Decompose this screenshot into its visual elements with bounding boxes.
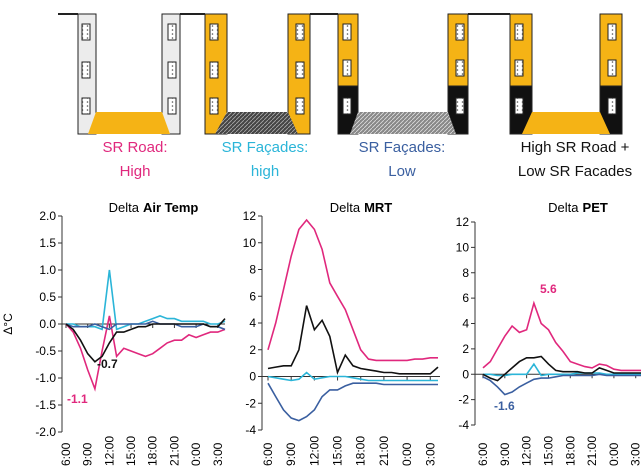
y-tick-label: 2	[249, 343, 256, 357]
title-prefix: Delta	[330, 200, 361, 215]
y-tick-label: -2	[245, 396, 256, 410]
x-tick-label: 6:00	[261, 442, 275, 466]
series-line	[483, 303, 641, 370]
title-emphasis: PET	[583, 200, 608, 215]
chart-title: Delta PET	[548, 200, 608, 215]
annotation: -1.6	[494, 399, 515, 413]
x-tick-label: 9:00	[284, 442, 298, 466]
x-tick-label: 6:00	[476, 442, 490, 466]
y-tick-label: 12	[243, 209, 257, 223]
y-tick-label: 2.0	[39, 209, 56, 223]
series-line	[268, 383, 438, 420]
annotation: -0.7	[97, 357, 118, 371]
y-tick-label: 0	[249, 370, 256, 384]
y-tick-label: 1.5	[39, 236, 56, 250]
series-line	[268, 306, 438, 374]
x-tick-label: 9:00	[81, 442, 95, 466]
scenario-label: SR Façades:	[359, 139, 446, 156]
y-tick-label: -0.5	[35, 344, 56, 358]
x-tick-label: 18:00	[146, 436, 160, 466]
scenario-label: High SR Road +	[521, 139, 630, 156]
x-tick-label: 0:00	[607, 442, 621, 466]
y-tick-label: 10	[456, 240, 470, 254]
scenario-label: SR Façades:	[222, 139, 309, 156]
scenario-label: high	[251, 163, 279, 180]
y-tick-label: -1.5	[35, 398, 56, 412]
x-tick-label: 21:00	[377, 436, 391, 466]
x-tick-label: 3:00	[423, 442, 437, 466]
x-tick-label: 3:00	[211, 442, 225, 466]
series-line	[268, 220, 438, 360]
y-tick-label: 8	[249, 263, 256, 277]
y-axis-label: Δ°C	[1, 313, 15, 335]
series-line	[66, 270, 225, 329]
title-prefix: Delta	[109, 200, 140, 215]
x-tick-label: 6:00	[59, 442, 73, 466]
x-tick-label: 15:00	[331, 436, 345, 466]
y-tick-label: 1.0	[39, 263, 56, 277]
x-tick-label: 9:00	[498, 442, 512, 466]
series-line	[483, 374, 641, 394]
x-tick-label: 15:00	[541, 436, 555, 466]
y-tick-label: 4	[249, 316, 256, 330]
y-tick-label: -4	[245, 423, 256, 437]
y-tick-label: 2	[462, 342, 469, 356]
scenario-label: High	[120, 163, 151, 180]
series-line	[483, 357, 641, 381]
x-tick-label: 21:00	[167, 436, 181, 466]
title-emphasis: MRT	[364, 200, 392, 215]
y-tick-label: 6	[462, 291, 469, 305]
title-emphasis: Air Temp	[143, 200, 198, 215]
x-tick-label: 12:00	[102, 436, 116, 466]
series-line	[66, 321, 225, 329]
y-tick-label: 10	[243, 236, 257, 250]
annotation: -1.1	[67, 392, 88, 406]
scenario-label: SR Road:	[102, 139, 167, 156]
x-tick-label: 12:00	[307, 436, 321, 466]
x-tick-label: 18:00	[354, 436, 368, 466]
y-tick-label: 8	[462, 266, 469, 280]
x-tick-label: 0:00	[400, 442, 414, 466]
figure: SR Road: High SR Façades: high SR Façades: Lo…	[0, 0, 641, 466]
y-tick-label: 6	[249, 289, 256, 303]
y-tick-label: 0	[462, 367, 469, 381]
y-tick-label: -2	[458, 393, 469, 407]
x-tick-label: 3:00	[629, 442, 641, 466]
y-tick-label: 0.0	[39, 317, 56, 331]
x-tick-label: 0:00	[189, 442, 203, 466]
y-tick-label: 4	[462, 317, 469, 331]
y-tick-label: -4	[458, 418, 469, 432]
scenario-label: Low SR Facades	[518, 163, 632, 180]
title-prefix: Delta	[548, 200, 579, 215]
chart: Delta PET -4 -2 0 2 4 6 8 10 12 6:00 9:00 12:00 15:00 1…	[456, 200, 641, 466]
x-tick-label: 18:00	[563, 436, 577, 466]
y-tick-label: -1.0	[35, 371, 56, 385]
annotation: 5.6	[540, 282, 557, 296]
y-tick-label: 12	[456, 215, 470, 229]
y-tick-label: -2.0	[35, 425, 56, 439]
x-tick-label: 15:00	[124, 436, 138, 466]
canyon-diagram	[58, 14, 622, 134]
scenario-label: Low	[388, 163, 416, 180]
x-tick-label: 21:00	[585, 436, 599, 466]
x-tick-label: 12:00	[520, 436, 534, 466]
y-tick-label: 0.5	[39, 290, 56, 304]
